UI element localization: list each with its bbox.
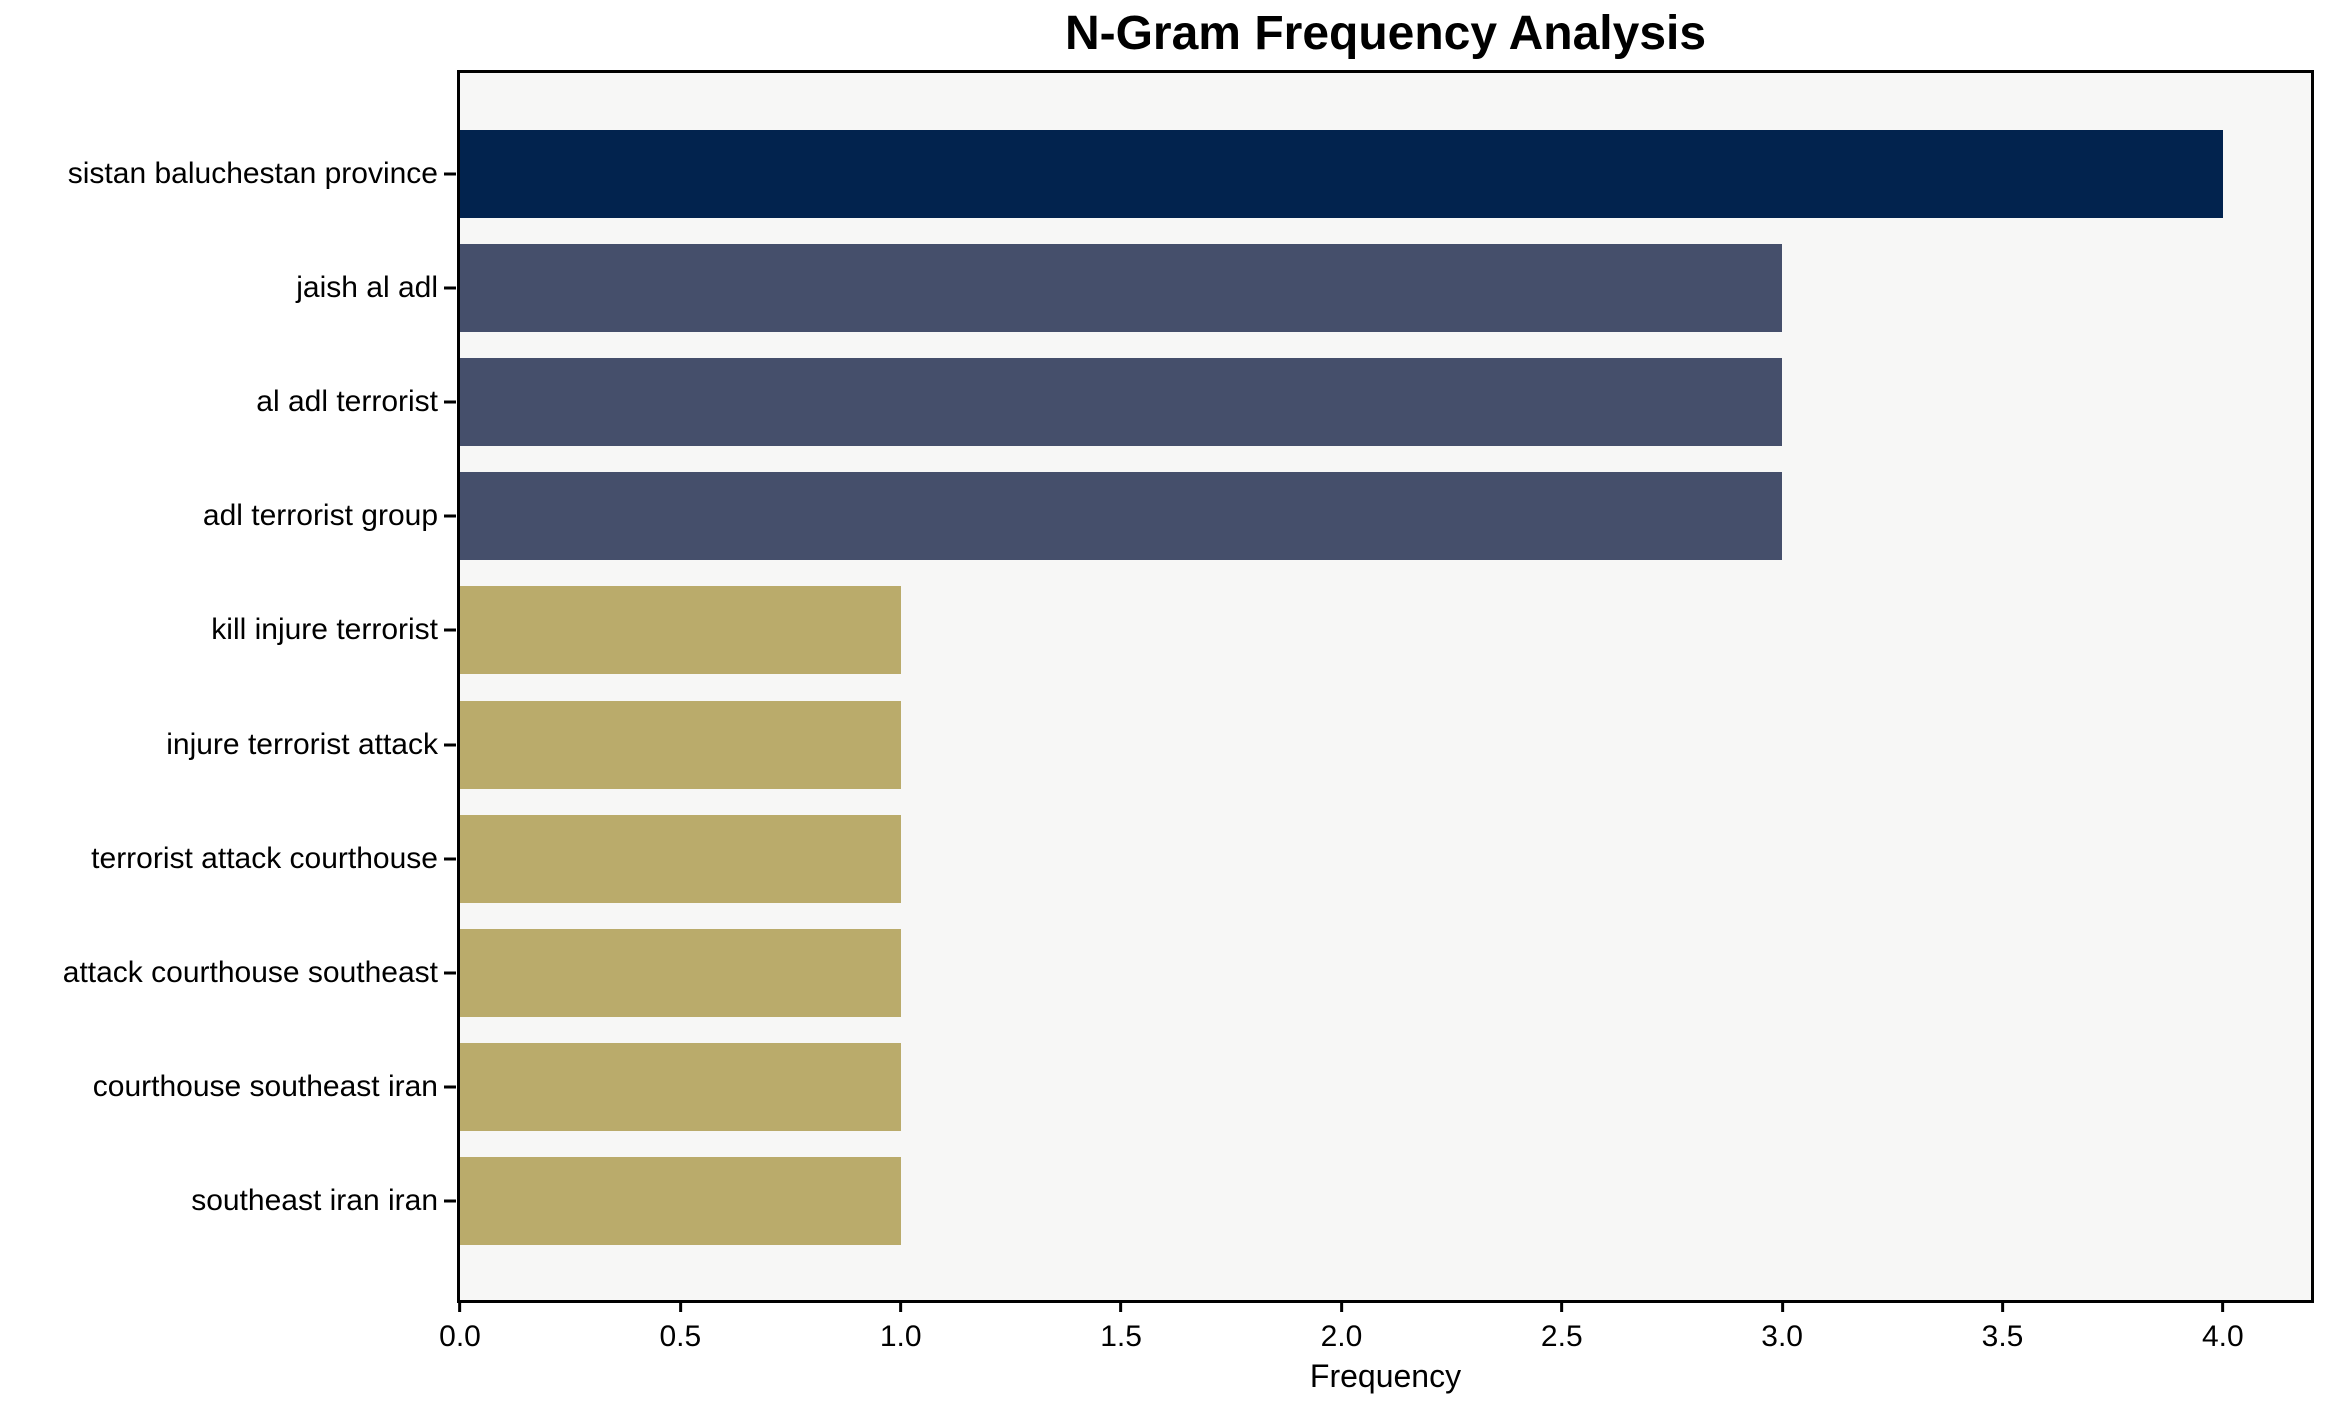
y-tick-label: attack courthouse southeast [62,955,438,989]
x-tick: 1.0 [880,1300,922,1354]
y-tick-label: kill injure terrorist [211,613,438,647]
y-tick-mark [444,1199,456,1203]
x-tick-label: 1.0 [879,1320,922,1353]
chart-row: terrorist attack courthouse [91,802,2311,916]
y-tick-mark [444,971,456,975]
x-tick-label: 0.0 [439,1320,481,1353]
chart-row: sistan baluchestan province [68,117,2311,231]
chart-row: jaish al adl [296,231,2311,345]
x-tick-mark [899,1300,903,1312]
bar-southeast-iran-iran [460,1156,901,1245]
x-tick-mark [678,1300,682,1312]
y-tick-mark [444,628,456,632]
x-tick-mark [2221,1300,2225,1312]
y-tick-mark [444,743,456,747]
x-tick: 2.0 [1320,1300,1363,1354]
chart-row: injure terrorist attack [166,687,2311,801]
x-tick: 2.5 [1541,1300,1583,1354]
y-tick-label: terrorist attack courthouse [91,841,438,875]
y-tick-label: injure terrorist attack [166,727,438,761]
y-tick-label: southeast iran iran [191,1183,438,1217]
chart-row: adl terrorist group [203,459,2311,573]
chart-title: N-Gram Frequency Analysis [1064,7,1707,60]
x-axis-label: Frequency [1309,1358,1462,1394]
y-tick-mark [444,857,456,861]
x-tick-label: 2.5 [1540,1320,1583,1353]
bars-container: sistan baluchestan province jaish al adl a… [63,73,2311,1300]
x-tick: 1.5 [1100,1300,1142,1354]
x-tick-label: 0.5 [659,1320,702,1353]
bar-kill-injure-terrorist [460,586,901,675]
x-tick: 4.0 [2202,1300,2244,1354]
y-tick-label: courthouse southeast iran [92,1069,438,1103]
x-tick-label: 4.0 [2201,1320,2244,1353]
x-tick-label: 1.5 [1100,1320,1142,1353]
x-tick-label: 2.0 [1320,1320,1363,1353]
x-tick-mark [1560,1300,1564,1312]
bar-jaish-al-adl [460,244,1783,333]
y-tick-mark [444,400,456,404]
x-tick-mark [458,1300,462,1312]
y-tick-label: sistan baluchestan province [67,157,438,191]
x-tick-mark [2001,1300,2004,1312]
bar-sistan-baluchestan-province [460,130,2223,219]
bar-attack-courthouse-southeast [460,928,901,1017]
y-tick-mark [444,172,456,176]
bar-al-adl-terrorist [460,358,1783,447]
x-tick-label: 3.5 [1981,1320,2024,1353]
x-tick: 3.0 [1761,1300,1803,1354]
x-tick: 0.0 [439,1300,481,1354]
bar-injure-terrorist-attack [460,700,901,789]
y-tick-label: adl terrorist group [202,499,438,533]
x-axis: 0.0 0.5 1.0 1.5 2.0 2.5 3.0 3.5 4.0 [439,1300,2311,1370]
bar-adl-terrorist-group [460,472,1783,561]
bar-courthouse-southeast-iran [460,1042,901,1131]
x-tick-mark [1780,1300,1784,1312]
bar-terrorist-attack-courthouse [460,814,901,903]
chart-row: attack courthouse southeast [63,916,2311,1030]
plot-area: sistan baluchestan province jaish al adl a… [63,70,2314,1353]
x-tick-label: 3.0 [1761,1320,1803,1353]
y-tick-label: jaish al adl [296,271,438,305]
chart-row: courthouse southeast iran [93,1030,2311,1144]
y-tick-mark [444,286,456,290]
x-tick-mark [1339,1300,1343,1312]
x-tick: 3.5 [1981,1300,2024,1354]
chart-row: kill injure terrorist [211,573,2311,687]
y-tick-mark [444,514,456,518]
x-tick: 0.5 [659,1300,701,1354]
chart-row: southeast iran iran [191,1144,2311,1258]
y-tick-mark [444,1085,456,1089]
x-tick-mark [1119,1300,1123,1312]
y-tick-label: al adl terrorist [256,385,438,419]
chart-row: al adl terrorist [256,345,2311,459]
